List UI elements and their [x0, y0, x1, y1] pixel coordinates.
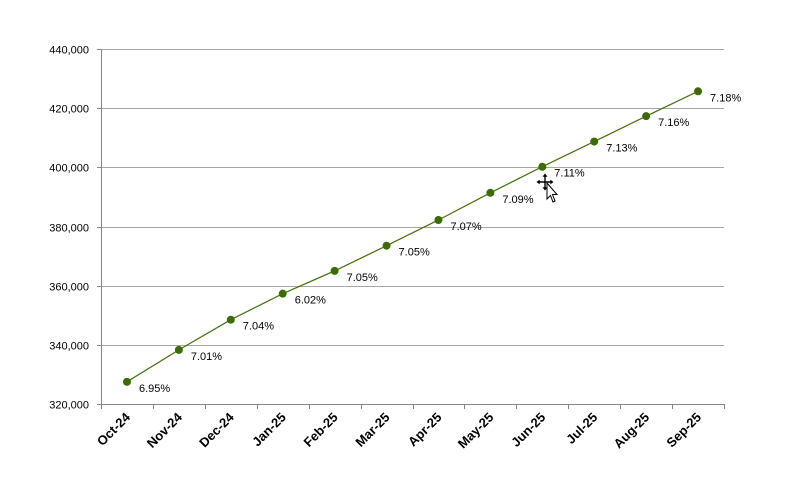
y-tick-label: 440,000: [49, 45, 89, 57]
x-tick-label: May-25: [455, 410, 497, 452]
data-label: 6.02%: [295, 295, 326, 307]
data-point: [486, 188, 495, 197]
markers-layer: [122, 87, 703, 386]
move-cursor-icon: [536, 173, 559, 203]
x-tick-label: Dec-24: [196, 409, 237, 450]
data-point: [434, 215, 443, 224]
series-line-layer: [126, 90, 699, 383]
data-label: 7.11%: [554, 168, 585, 180]
data-point: [382, 241, 391, 250]
y-tick-label: 360,000: [49, 282, 89, 294]
data-point: [590, 137, 599, 146]
data-label: 7.13%: [606, 143, 637, 155]
x-tick-label: Mar-25: [352, 410, 392, 450]
data-point: [642, 112, 651, 121]
x-tick-label: Jul-25: [563, 410, 600, 447]
data-point: [226, 315, 235, 324]
y-tick-label: 340,000: [49, 341, 89, 353]
x-tick-label: Jun-25: [508, 410, 548, 450]
data-label: 7.04%: [243, 321, 274, 333]
axes: [97, 49, 725, 409]
data-label: 6.95%: [139, 383, 170, 395]
gridlines: [101, 49, 724, 346]
data-label: 7.09%: [502, 194, 533, 206]
x-tick-label: Sep-25: [663, 410, 704, 451]
data-point: [538, 162, 547, 171]
data-label: 7.16%: [658, 117, 689, 129]
data-point: [174, 345, 183, 354]
data-label: 7.05%: [399, 247, 430, 259]
data-label: 7.05%: [347, 272, 378, 284]
series-line: [126, 90, 699, 383]
y-tick-label: 420,000: [49, 104, 89, 116]
data-point: [694, 87, 703, 96]
x-tick-label: Jan-25: [249, 410, 289, 450]
data-label: 7.01%: [191, 351, 222, 363]
data-point: [122, 377, 131, 386]
labels-layer: 320,000 340,000 360,000 380,000 400,000 420,0…: [49, 45, 741, 452]
data-label: 7.18%: [710, 92, 741, 104]
x-tick-label: Feb-25: [301, 410, 341, 450]
x-tick-label: Aug-25: [610, 410, 652, 452]
y-tick-label: 400,000: [49, 163, 89, 175]
x-tick-label: Apr-25: [405, 410, 445, 450]
data-label: 7.07%: [450, 221, 481, 233]
y-tick-label: 320,000: [49, 400, 89, 412]
x-tick-label: Oct-24: [94, 409, 134, 449]
data-point: [330, 266, 339, 275]
data-point: [278, 289, 287, 298]
y-tick-label: 380,000: [49, 223, 89, 235]
x-tick-label: Nov-24: [144, 409, 186, 451]
